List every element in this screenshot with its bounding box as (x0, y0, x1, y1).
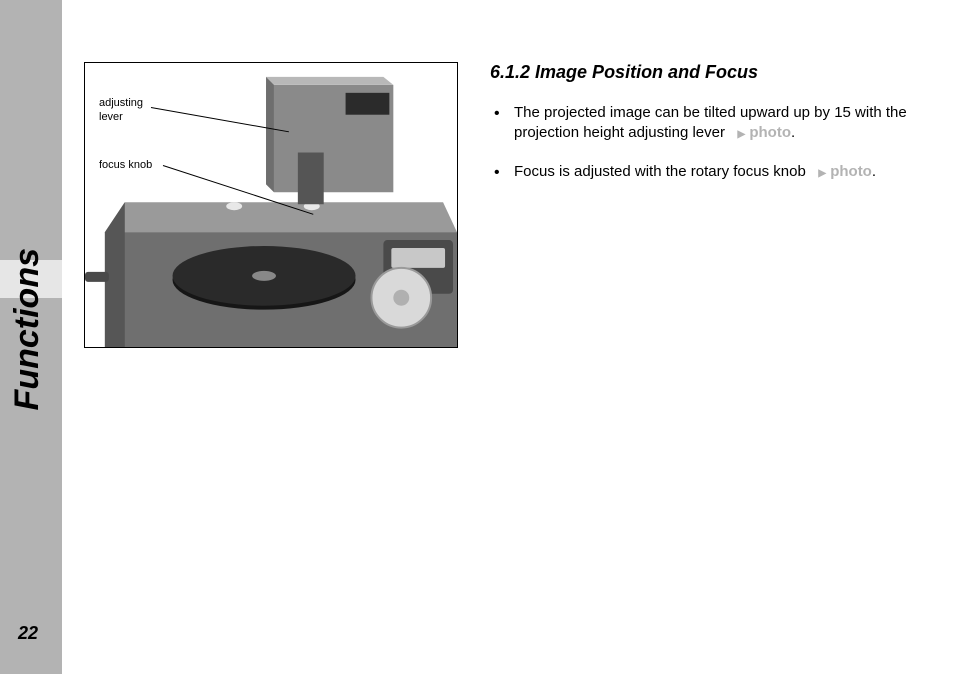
photo-ref-icon: ▶ (737, 129, 745, 140)
side-chapter-title: Functions (8, 248, 47, 410)
bullet-suffix: . (872, 163, 876, 180)
bullet-text: Focus is adjusted with the rotary focus … (514, 163, 810, 180)
photo-ref: photo (749, 124, 791, 141)
label-line2: lever (99, 111, 123, 123)
photo-ref-icon: ▶ (818, 168, 826, 179)
content-column: 6.1.2 Image Position and Focus The proje… (490, 62, 920, 200)
label-line1: focus knob (99, 159, 152, 171)
list-item: Focus is adjusted with the rotary focus … (490, 162, 920, 182)
bullet-suffix: . (791, 124, 795, 141)
list-item: The projected image can be tilted upward… (490, 103, 920, 144)
photo-frame: adjusting lever focus knob (84, 62, 458, 348)
photo-ref: photo (830, 163, 872, 180)
label-focus-knob: focus knob (99, 159, 152, 171)
section-heading: 6.1.2 Image Position and Focus (490, 62, 920, 83)
bullet-text: The projected image can be tilted upward… (514, 104, 907, 141)
label-line1: adjusting (99, 97, 143, 109)
label-adjusting-lever: adjusting lever (99, 97, 143, 125)
bullet-list: The projected image can be tilted upward… (490, 103, 920, 182)
page-number: 22 (18, 623, 38, 644)
